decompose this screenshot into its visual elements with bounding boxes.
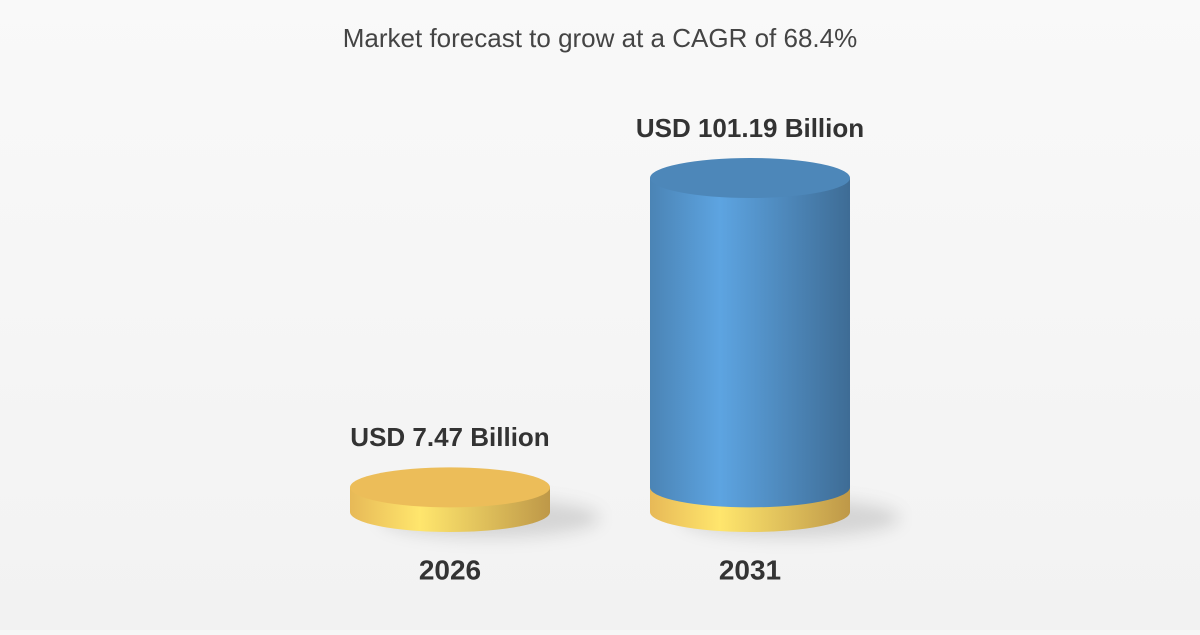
x-tick-label: 2031 [719, 554, 781, 585]
cylinder-top [350, 467, 550, 508]
data-label: USD 7.47 Billion [350, 422, 549, 452]
cylinder-body [650, 178, 850, 488]
chart-subtitle: Market forecast to grow at a CAGR of 68.… [343, 23, 857, 53]
cylinder [650, 158, 900, 538]
cylinder [350, 467, 600, 538]
data-label: USD 101.19 Billion [636, 113, 864, 143]
cylinder-top [650, 158, 850, 198]
cylinder-joint [650, 467, 850, 508]
x-tick-label: 2026 [419, 554, 481, 585]
